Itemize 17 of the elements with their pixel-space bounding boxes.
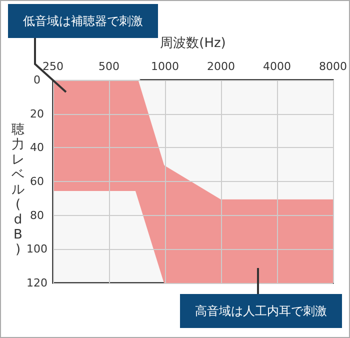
y-tick-label: 100: [26, 242, 48, 256]
x-tick-label: 250: [42, 60, 64, 73]
y-tick-label: 120: [26, 276, 48, 290]
x-tick-label: 500: [98, 60, 120, 73]
y-tick-label: 0: [34, 74, 40, 86]
x-tick-label: 4000: [263, 60, 291, 73]
y-tick-label: 40: [30, 141, 44, 154]
text: 高音域は人工内耳で刺激: [195, 304, 327, 318]
text: 低音域は補聴器で刺激: [23, 14, 143, 28]
x-axis-title: 周波数(Hz): [160, 36, 226, 51]
y-tick-label: 80: [30, 208, 44, 222]
text: 聴力レベル(dB): [12, 122, 24, 258]
x-tick-label: 8000: [319, 60, 348, 73]
y-tick-label: 60: [30, 175, 44, 188]
x-tick-label: 1000: [151, 60, 179, 73]
x-tick-label: 2000: [207, 60, 235, 73]
y-tick-label: 20: [30, 107, 44, 120]
